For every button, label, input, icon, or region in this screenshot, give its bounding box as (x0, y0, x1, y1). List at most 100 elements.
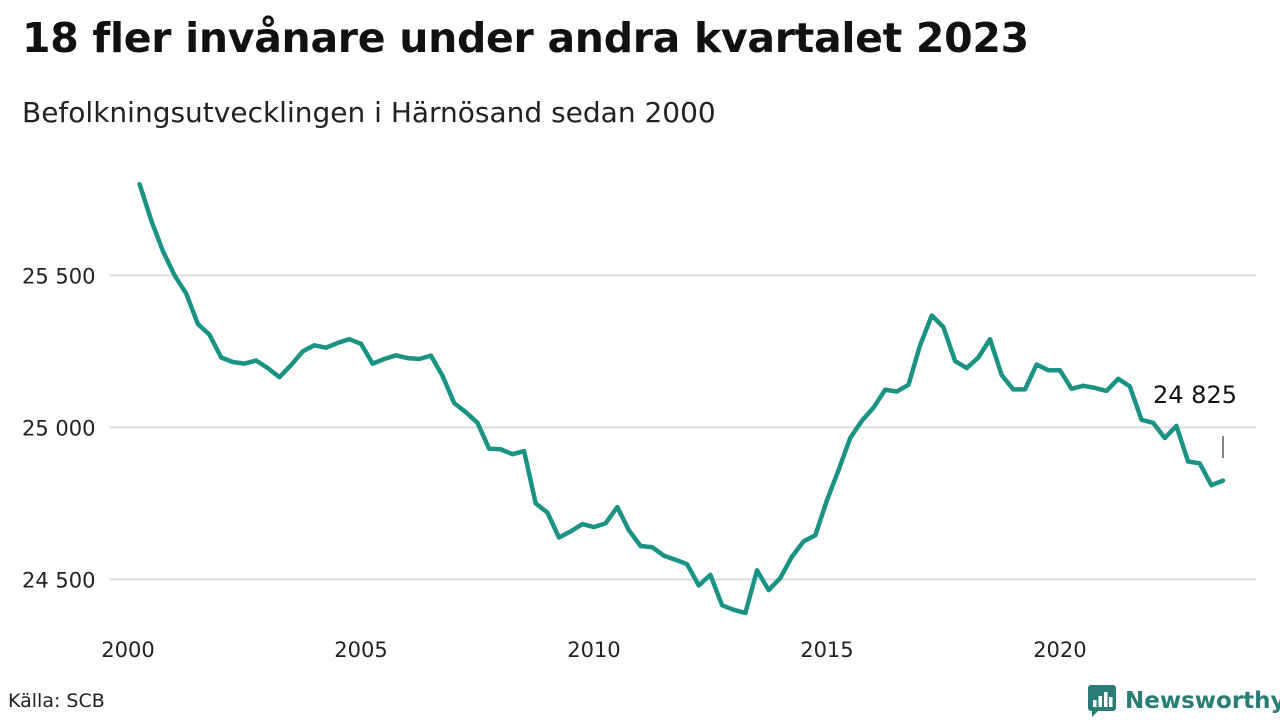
data-point (440, 373, 445, 378)
data-point (347, 337, 352, 342)
data-point (871, 405, 876, 410)
data-point (1186, 459, 1191, 464)
data-point (1057, 368, 1062, 373)
data-point (230, 360, 235, 364)
data-point (1139, 417, 1144, 422)
brand-name: Newsworthy (1125, 688, 1280, 714)
y-axis-ticks: 24 500 25 000 25 500 (22, 264, 95, 592)
data-point (533, 501, 538, 506)
data-point (824, 498, 829, 503)
data-point (1023, 387, 1027, 392)
data-point (673, 557, 678, 562)
data-point (743, 610, 748, 615)
data-point (219, 355, 224, 360)
series-points (137, 182, 1225, 615)
data-point (836, 468, 841, 472)
data-point (848, 436, 853, 440)
data-point (953, 359, 958, 364)
data-point (929, 313, 934, 318)
data-point (708, 572, 713, 577)
chart-title: 18 fler invånare under andra kvartalet 2… (22, 14, 1029, 62)
data-point (941, 325, 946, 330)
series-line-population (137, 181, 1226, 616)
data-point (557, 535, 561, 540)
data-point (755, 568, 759, 573)
data-point (1174, 423, 1179, 428)
data-point (1127, 384, 1132, 389)
y-tick-label: 25 000 (22, 416, 95, 440)
data-point (370, 361, 375, 366)
data-point (184, 291, 189, 296)
data-point (603, 521, 608, 526)
data-point (580, 522, 585, 527)
data-point (265, 366, 270, 371)
x-tick-label: 2015 (800, 638, 853, 662)
data-point (300, 349, 305, 354)
data-point (766, 588, 771, 593)
data-point (720, 603, 725, 608)
data-point (405, 356, 410, 361)
x-tick-label: 2000 (101, 638, 154, 662)
data-point (1197, 461, 1202, 466)
data-point (813, 533, 818, 538)
x-tick-label: 2020 (1033, 638, 1086, 662)
data-point (393, 353, 398, 358)
data-point (1209, 483, 1214, 488)
data-point (918, 343, 923, 348)
data-point (778, 575, 783, 580)
data-point (149, 218, 154, 223)
data-point (277, 375, 282, 380)
data-point (359, 341, 363, 346)
data-point (661, 553, 666, 558)
x-tick-label: 2005 (334, 638, 387, 662)
x-tick-label: 2010 (567, 638, 620, 662)
data-point (568, 529, 573, 534)
gridlines (110, 274, 1256, 581)
data-point (289, 363, 294, 368)
data-point (463, 410, 468, 415)
data-point (545, 510, 550, 515)
y-tick-label: 25 500 (22, 264, 95, 288)
data-point (254, 358, 259, 363)
x-axis-ticks: 2000 2005 2010 2015 2020 (101, 638, 1086, 662)
data-point (487, 446, 492, 451)
data-point (638, 544, 643, 548)
data-point (382, 357, 387, 361)
data-point (859, 418, 864, 423)
data-point (801, 539, 806, 544)
data-point (883, 387, 888, 392)
data-point (475, 420, 480, 425)
data-point (1046, 368, 1051, 373)
data-point (906, 382, 911, 387)
data-point (1104, 388, 1109, 393)
data-point (731, 607, 736, 612)
data-point (160, 249, 165, 254)
data-point (790, 554, 794, 559)
data-point (988, 337, 992, 342)
data-point (498, 447, 503, 452)
data-point (428, 353, 433, 358)
data-point (195, 322, 200, 326)
data-point (626, 528, 631, 533)
data-point (452, 401, 457, 406)
newsworthy-logo-icon (1088, 685, 1116, 717)
data-point (172, 273, 177, 278)
data-point (417, 357, 422, 361)
data-point (1034, 362, 1039, 367)
data-point (242, 361, 247, 366)
last-value-label: 24 825 (1153, 381, 1237, 409)
data-point (615, 505, 620, 510)
data-point (1221, 478, 1225, 483)
data-point (976, 355, 981, 360)
brand-logo: Newsworthy (1087, 684, 1280, 718)
data-point (522, 449, 527, 454)
data-point (510, 452, 515, 457)
data-point (1092, 385, 1097, 390)
data-point (1069, 386, 1074, 391)
data-point (592, 525, 596, 530)
data-point (894, 389, 899, 394)
y-tick-label: 24 500 (22, 568, 95, 592)
data-point (1151, 420, 1156, 425)
data-point (685, 562, 690, 567)
